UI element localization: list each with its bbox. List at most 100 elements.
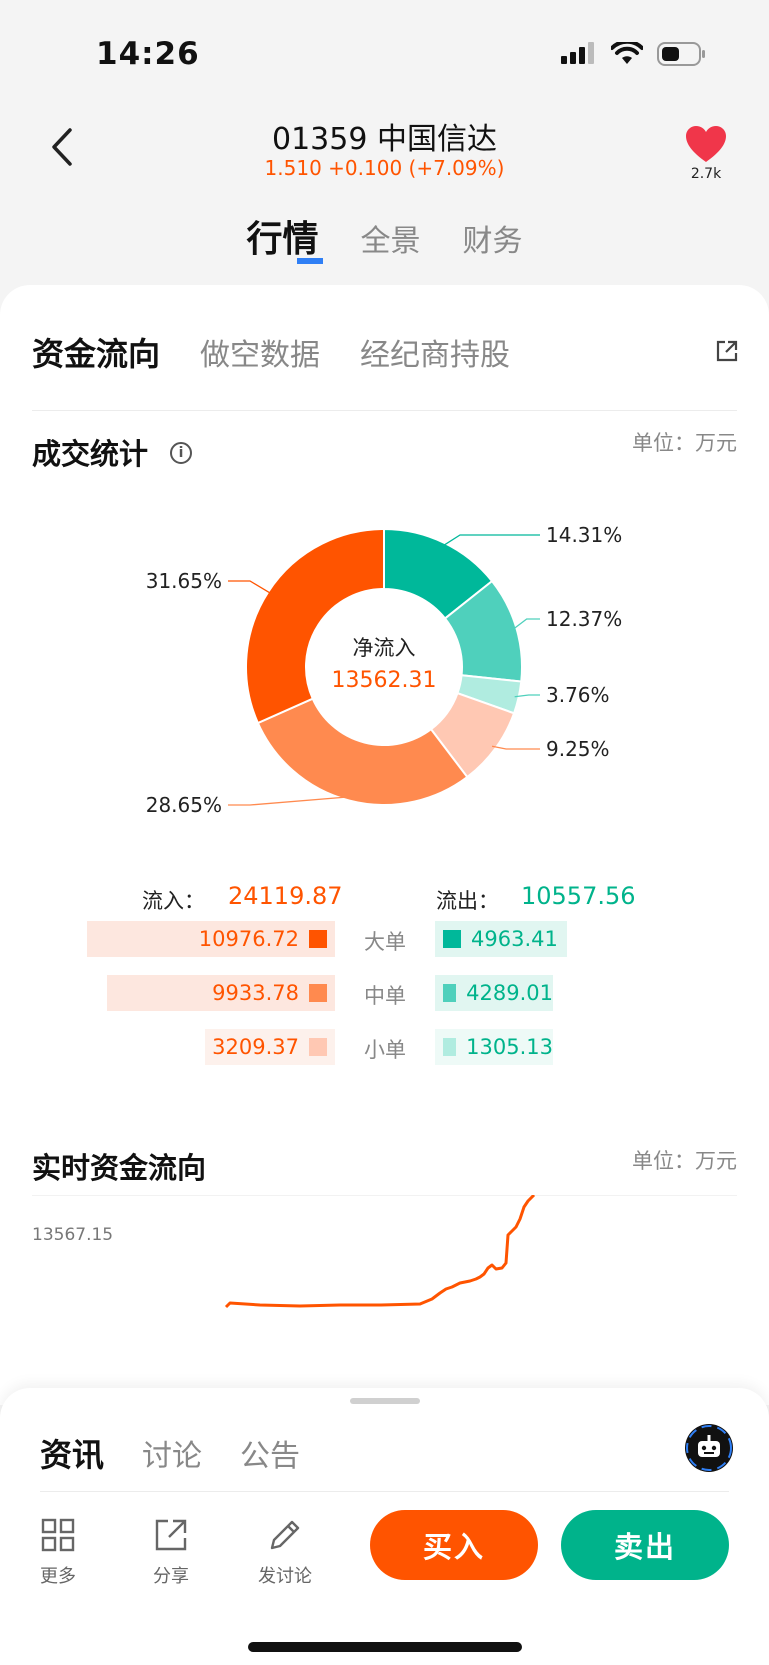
realtime-flow-unit: 单位：万元	[632, 1149, 737, 1173]
signal-icon	[561, 42, 594, 64]
favorite-button[interactable]: 2.7k	[679, 124, 733, 182]
order-type-medium: 中单	[364, 984, 406, 1008]
pencil-icon	[270, 1520, 300, 1550]
realtime-ymax-label: 13567.15	[32, 1225, 114, 1245]
subtab-short-data[interactable]: 做空数据	[200, 338, 321, 373]
donut-leader-line	[514, 694, 540, 698]
tab-quotes[interactable]: 行情	[246, 210, 323, 264]
tab-discussion[interactable]: 讨论	[142, 1439, 203, 1474]
large-inflow-bar: 10976.72	[87, 921, 335, 957]
order-type-large: 大单	[364, 930, 406, 954]
donut-chart: 净流入 13562.31 14.31% 12.37% 3.76% 9.25% 28.65…	[146, 523, 623, 817]
ai-assistant-button[interactable]	[685, 1424, 733, 1472]
flow-summary: 流入： 24119.87 流出： 10557.56	[0, 877, 769, 917]
status-time: 14:26	[96, 36, 200, 72]
tab-news[interactable]: 资讯	[40, 1436, 105, 1474]
top-tabs: 行情 全景 财务	[0, 210, 769, 264]
divider	[32, 410, 737, 411]
medium-outflow-bar: 4289.01	[435, 975, 553, 1011]
subtab-broker-holdings[interactable]: 经纪商持股	[360, 338, 511, 373]
external-link-button[interactable]	[715, 339, 739, 363]
outflow-value: 10557.56	[521, 882, 636, 910]
donut-leader-line	[441, 534, 540, 547]
medium-inflow-value: 9933.78	[212, 981, 299, 1005]
info-icon[interactable]: i	[170, 442, 193, 464]
sell-button[interactable]: 卖出	[561, 1510, 729, 1580]
small-outflow-value: 1305.13	[466, 1035, 553, 1059]
share-label: 分享	[153, 1566, 189, 1587]
battery-icon	[657, 42, 705, 66]
donut-center-label: 净流入	[353, 636, 416, 660]
donut-leader-line	[512, 618, 540, 631]
deal-stats-unit: 单位：万元	[632, 431, 737, 455]
realtime-flow-line	[224, 1195, 536, 1309]
inflow-label: 流入：	[142, 889, 205, 913]
swatch	[443, 1038, 457, 1056]
chevron-left-icon	[52, 128, 72, 166]
more-button[interactable]: 更多	[23, 1518, 93, 1588]
capital-flow-card: 资金流向 做空数据 经纪商持股 成交统计 i 单位：万元 净流入 13562.31…	[0, 285, 769, 1405]
external-link-icon	[716, 340, 738, 362]
bottom-sheet: 资讯 讨论 公告 更多 分享 发讨论	[0, 1388, 769, 1665]
small-inflow-value: 3209.37	[212, 1035, 299, 1059]
donut-slice	[245, 527, 385, 725]
medium-outflow-value: 4289.01	[466, 981, 553, 1005]
swatch	[309, 1038, 327, 1056]
sheet-handle[interactable]	[350, 1398, 420, 1404]
outflow-label: 流出：	[436, 889, 499, 913]
favorite-count: 2.7k	[690, 166, 722, 182]
subtab-capital-flow[interactable]: 资金流向	[32, 335, 161, 373]
wifi-icon	[611, 42, 643, 64]
sub-tabs: 资金流向 做空数据 经纪商持股	[32, 329, 510, 375]
deal-stats-title: 成交统计 i	[32, 431, 193, 473]
large-outflow-value: 4963.41	[471, 927, 558, 951]
small-outflow-bar: 1305.13	[435, 1029, 553, 1065]
share-icon	[155, 1519, 187, 1551]
donut-leader-line	[491, 745, 540, 750]
donut-slice-label: 3.76%	[546, 683, 610, 707]
donut-slice-label: 12.37%	[546, 607, 622, 631]
donut-leader-line	[228, 796, 351, 806]
grid-icon	[41, 1518, 75, 1552]
order-row-large: 10976.72 大单 4963.41	[0, 921, 769, 957]
stock-title: 01359 中国信达	[272, 122, 497, 157]
donut-center-value: 13562.31	[332, 668, 437, 693]
sheet-divider	[40, 1491, 729, 1492]
buy-button[interactable]: 买入	[370, 1510, 538, 1580]
swatch	[309, 984, 327, 1002]
back-button[interactable]	[44, 124, 84, 170]
stock-price-change: 1.510 +0.100 (+7.09%)	[264, 156, 505, 180]
post-discussion-button[interactable]: 发讨论	[250, 1518, 320, 1588]
swatch	[443, 984, 457, 1002]
donut-slice-label: 28.65%	[146, 793, 222, 817]
medium-inflow-bar: 9933.78	[107, 975, 335, 1011]
post-discussion-label: 发讨论	[258, 1566, 312, 1587]
heart-icon	[686, 126, 726, 162]
swatch	[309, 930, 327, 948]
large-outflow-bar: 4963.41	[435, 921, 567, 957]
donut-slice-label: 9.25%	[546, 737, 610, 761]
deal-stats-title-text: 成交统计	[32, 437, 149, 471]
tab-overview[interactable]: 全景	[360, 224, 421, 259]
small-inflow-bar: 3209.37	[205, 1029, 335, 1065]
more-label: 更多	[40, 1566, 76, 1587]
order-row-medium: 9933.78 中单 4289.01	[0, 975, 769, 1011]
tab-announcements[interactable]: 公告	[240, 1439, 301, 1474]
swatch	[443, 930, 461, 948]
realtime-flow-chart	[32, 1195, 737, 1309]
donut-leader-line	[228, 580, 272, 595]
large-inflow-value: 10976.72	[198, 927, 299, 951]
donut-slice-label: 14.31%	[546, 523, 622, 547]
inflow-value: 24119.87	[228, 882, 343, 910]
status-icons	[561, 42, 707, 66]
home-indicator	[248, 1642, 522, 1652]
donut-slice-label: 31.65%	[146, 569, 222, 593]
robot-icon	[686, 1425, 732, 1471]
tab-financials[interactable]: 财务	[462, 224, 523, 259]
share-button[interactable]: 分享	[136, 1518, 206, 1588]
news-tabs: 资讯 讨论 公告	[40, 1430, 300, 1476]
realtime-flow-title: 实时资金流向	[32, 1151, 207, 1185]
donut-slice	[256, 697, 469, 806]
order-row-small: 3209.37 小单 1305.13	[0, 1029, 769, 1065]
order-type-small: 小单	[364, 1038, 406, 1062]
